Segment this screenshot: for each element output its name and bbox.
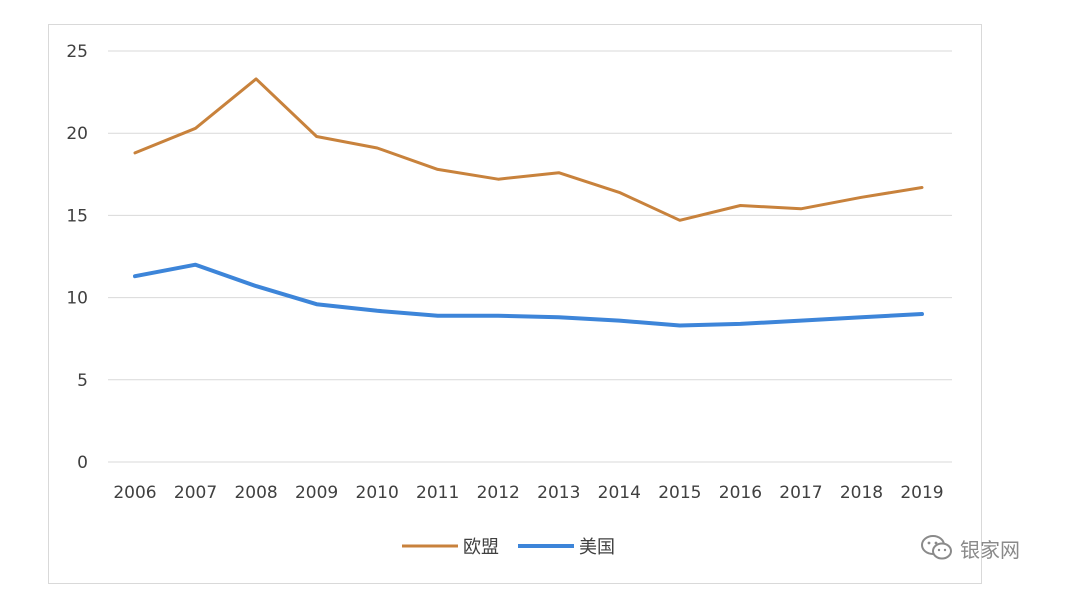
- x-tick-label: 2010: [356, 483, 399, 503]
- x-tick-label: 2019: [900, 483, 943, 503]
- series-lines: [133, 77, 924, 328]
- y-tick-label: 10: [66, 289, 88, 309]
- x-axis-labels: 2006 2007 2008 2009 2010 2011 2012 2013 2014 2015…: [113, 483, 943, 503]
- legend-label: 欧盟: [463, 537, 499, 558]
- x-tick-label: 2018: [840, 483, 883, 503]
- x-tick-label: 2006: [113, 483, 156, 503]
- x-tick-label: 2014: [598, 483, 641, 503]
- x-tick-label: 2008: [234, 483, 277, 503]
- legend: 欧盟 美国: [402, 537, 615, 558]
- y-tick-label: 0: [77, 453, 88, 473]
- x-tick-label: 2013: [537, 483, 580, 503]
- series-line-us: [133, 262, 924, 328]
- y-axis-labels: 0 5 10 15 20 25: [66, 42, 88, 473]
- x-tick-label: 2012: [477, 483, 520, 503]
- x-tick-label: 2015: [658, 483, 701, 503]
- legend-item: 欧盟: [402, 537, 499, 558]
- y-tick-label: 15: [66, 206, 88, 226]
- watermark: 银家网: [920, 532, 1020, 564]
- gridlines: [108, 50, 952, 463]
- x-tick-label: 2009: [295, 483, 338, 503]
- y-tick-label: 25: [66, 42, 88, 62]
- y-tick-label: 20: [66, 124, 88, 144]
- legend-label: 美国: [579, 537, 615, 558]
- legend-item: 美国: [518, 537, 615, 558]
- x-tick-label: 2007: [174, 483, 217, 503]
- watermark-text: 银家网: [960, 537, 1020, 562]
- x-tick-label: 2016: [719, 483, 762, 503]
- y-tick-label: 5: [77, 371, 88, 391]
- wechat-icon: [921, 535, 952, 560]
- series-line-eu: [133, 77, 924, 222]
- chart-frame: [48, 24, 982, 584]
- x-tick-label: 2011: [416, 483, 459, 503]
- x-tick-label: 2017: [779, 483, 822, 503]
